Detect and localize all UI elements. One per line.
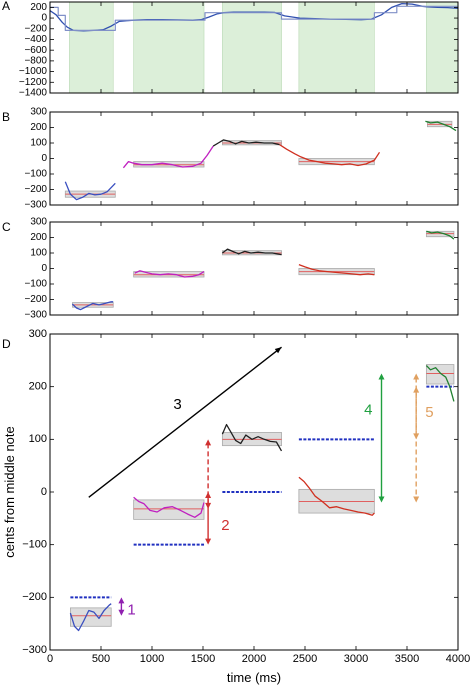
arrowhead bbox=[378, 373, 385, 380]
y-tick-label: −200 bbox=[22, 591, 47, 603]
panel-c: 300 200 100 0 −100 −200 −300 C bbox=[2, 217, 459, 321]
panel-label: C bbox=[2, 220, 11, 234]
y-tick-label: −100 bbox=[24, 279, 47, 290]
panel-label: D bbox=[2, 337, 11, 351]
shaded-region bbox=[69, 1, 114, 94]
arrowhead bbox=[274, 347, 282, 354]
arrowhead bbox=[205, 538, 212, 545]
arrowhead bbox=[413, 373, 420, 380]
panel-b: 300 200 100 0 −100 −200 −300 B bbox=[2, 107, 459, 211]
y-tick-label: −300 bbox=[24, 200, 47, 211]
y-tick-label: −200 bbox=[24, 294, 47, 305]
series-line bbox=[279, 144, 381, 167]
x-tick-label: 1000 bbox=[140, 653, 164, 665]
y-tick-label: −100 bbox=[22, 539, 47, 551]
y-tick-label: 0 bbox=[41, 263, 47, 274]
series-line bbox=[425, 365, 455, 402]
y-tick-label: −800 bbox=[24, 56, 47, 67]
x-tick-label: 2500 bbox=[293, 653, 317, 665]
plot-frame bbox=[49, 221, 459, 316]
y-tick-label: −600 bbox=[24, 45, 47, 56]
series-line bbox=[71, 301, 114, 311]
series-line bbox=[298, 476, 375, 516]
y-tick-label: 300 bbox=[30, 217, 47, 228]
x-tick-label: 1500 bbox=[191, 653, 215, 665]
arrowhead bbox=[205, 439, 212, 446]
y-tick-label: −200 bbox=[24, 23, 47, 34]
annotation-label: 1 bbox=[127, 601, 135, 618]
arrowhead bbox=[413, 496, 420, 503]
x-tick-label: 0 bbox=[47, 653, 53, 665]
series-line bbox=[425, 120, 457, 132]
shaded-region bbox=[133, 1, 205, 94]
series-line bbox=[134, 270, 205, 278]
y-tick-label: 100 bbox=[30, 248, 47, 259]
arrowhead bbox=[205, 502, 212, 509]
y-tick-label: 200 bbox=[30, 122, 47, 133]
series-line bbox=[221, 423, 283, 452]
y-tick-label: 0 bbox=[41, 486, 47, 498]
arrowhead bbox=[413, 386, 420, 393]
arrowhead bbox=[378, 496, 385, 503]
panel-label: A bbox=[2, 0, 10, 13]
y-tick-label: −1200 bbox=[19, 77, 48, 88]
y-tick-label: 100 bbox=[29, 433, 47, 445]
arrowhead bbox=[413, 433, 420, 440]
y-axis-label: cents from middle note bbox=[2, 426, 17, 558]
x-axis-label: time (ms) bbox=[227, 670, 281, 685]
y-tick-label: −1000 bbox=[19, 66, 48, 77]
annotation-label: 3 bbox=[173, 396, 181, 413]
annotation-label: 5 bbox=[425, 404, 433, 421]
y-tick-label: 200 bbox=[30, 232, 47, 243]
x-tick-label: 3500 bbox=[395, 653, 419, 665]
y-tick-label: 300 bbox=[30, 107, 47, 118]
note-box bbox=[70, 607, 112, 627]
series-line bbox=[426, 230, 455, 240]
annotation-label: 4 bbox=[364, 401, 372, 418]
y-tick-label: −300 bbox=[22, 644, 47, 656]
y-tick-label: 0 bbox=[41, 153, 47, 164]
annotation-label: 2 bbox=[221, 517, 229, 534]
series-line bbox=[298, 263, 375, 276]
shaded-region bbox=[298, 1, 375, 94]
series-line bbox=[133, 496, 205, 518]
series-line bbox=[50, 5, 458, 31]
y-tick-label: −1400 bbox=[19, 88, 48, 99]
panel-label: B bbox=[2, 110, 10, 124]
x-tick-label: 4000 bbox=[446, 653, 470, 665]
panel-a: 2000−200−400−600−800−1000−1200−1400 A bbox=[2, 0, 459, 99]
y-tick-label: 200 bbox=[29, 381, 47, 393]
y-tick-label: 200 bbox=[30, 2, 47, 13]
series-line bbox=[64, 181, 116, 201]
shaded-region bbox=[222, 1, 282, 94]
shaded-region bbox=[426, 1, 459, 94]
y-tick-label: −400 bbox=[24, 34, 47, 45]
note-box bbox=[133, 499, 205, 520]
x-tick-label: 3000 bbox=[344, 653, 368, 665]
series-line bbox=[69, 603, 112, 632]
y-tick-label: −100 bbox=[24, 169, 47, 180]
arrowhead bbox=[118, 609, 125, 616]
x-tick-label: 2000 bbox=[242, 653, 266, 665]
y-tick-label: −200 bbox=[24, 184, 47, 195]
series-line bbox=[222, 248, 282, 256]
note-box bbox=[425, 364, 455, 385]
arrowhead bbox=[118, 597, 125, 604]
series-line bbox=[122, 145, 214, 169]
y-tick-label: −300 bbox=[24, 310, 47, 321]
y-tick-label: 300 bbox=[29, 328, 47, 340]
x-tick-label: 500 bbox=[92, 653, 110, 665]
y-tick-label: 100 bbox=[30, 138, 47, 149]
y-tick-label: 0 bbox=[41, 13, 47, 24]
series-line bbox=[212, 139, 280, 147]
trend-arrow bbox=[88, 346, 282, 498]
